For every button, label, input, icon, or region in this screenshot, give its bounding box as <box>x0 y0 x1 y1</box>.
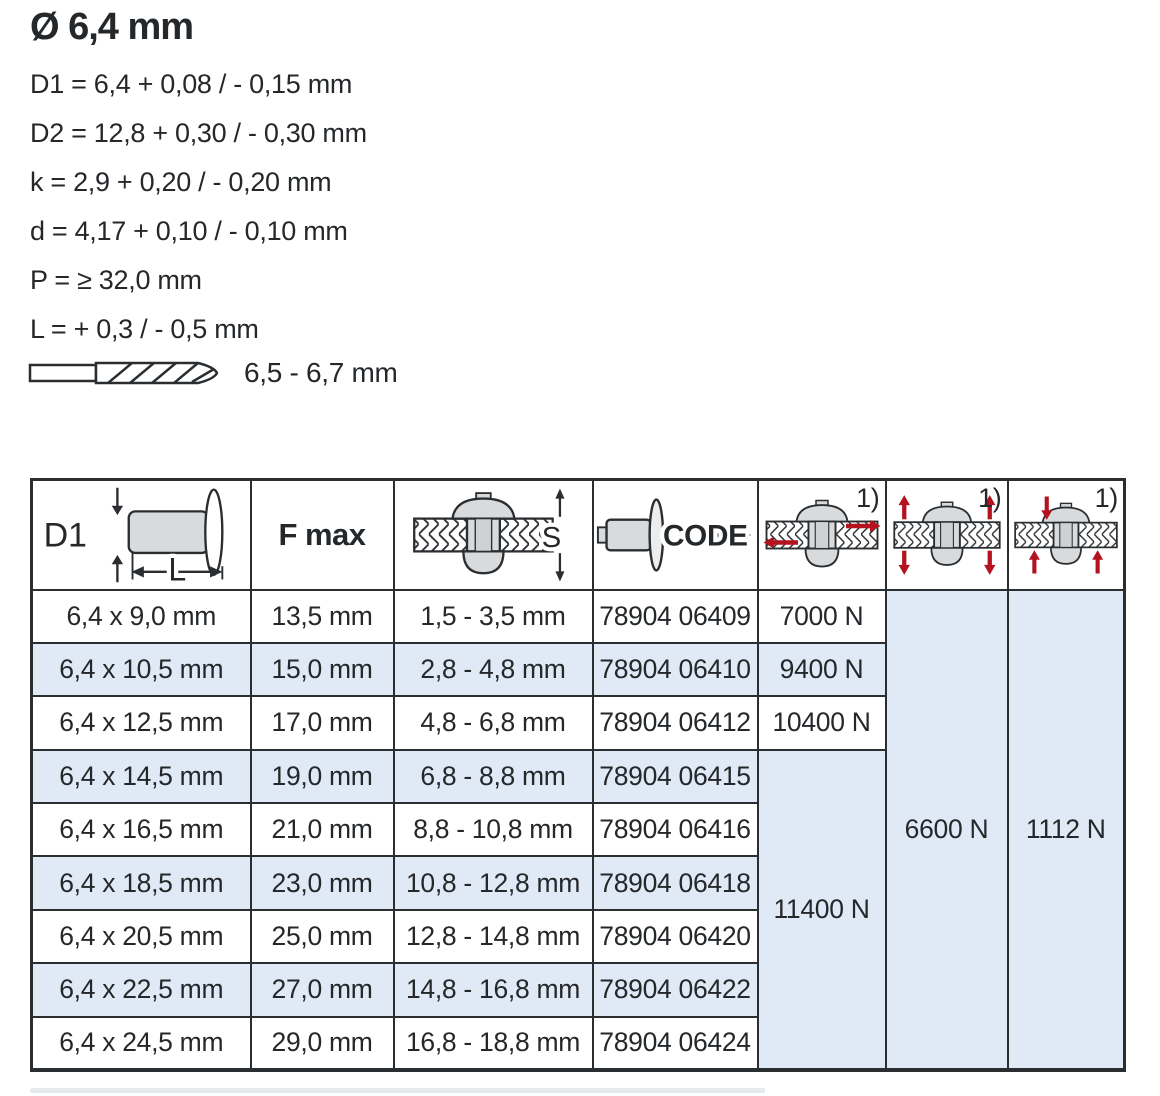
cell-f-max: 25,0 mm <box>249 908 395 965</box>
drill-hole-spec: 6,5 - 6,7 mm <box>28 356 398 390</box>
cell-f-max: 17,0 mm <box>249 695 395 751</box>
table-row: 6,4 x 18,5 mm 23,0 mm 10,8 - 12,8 mm 789… <box>30 855 1125 911</box>
footnote-marker: 1) <box>1094 483 1119 513</box>
shear-strength-icon <box>763 499 880 568</box>
dim-d1-label: D1 <box>43 516 86 554</box>
code-label: CODE <box>663 519 748 552</box>
cell-f-max: 15,0 mm <box>249 641 395 698</box>
cell-size: 6,4 x 14,5 mm <box>30 748 252 805</box>
page-title: Ø 6,4 mm <box>30 6 194 48</box>
table-row: 6,4 x 20,5 mm 25,0 mm 12,8 - 14,8 mm 789… <box>30 908 1125 965</box>
cell-shear: 7000 N <box>756 588 887 644</box>
cell-size: 6,4 x 18,5 mm <box>30 855 252 911</box>
cell-code: 78904 06418 <box>591 855 759 911</box>
header-f-max: F max <box>249 478 395 591</box>
cell-size: 6,4 x 10,5 mm <box>30 641 252 698</box>
drill-bit-icon <box>28 361 219 385</box>
cell-grip: 12,8 - 14,8 mm <box>392 908 594 965</box>
rivet-dimension-icon: D1 L <box>39 487 224 587</box>
cell-code: 78904 06424 <box>591 1015 759 1072</box>
table-row: 6,4 x 12,5 mm 17,0 mm 4,8 - 6,8 mm 78904… <box>30 695 1125 751</box>
table-row: 6,4 x 14,5 mm 19,0 mm 6,8 - 8,8 mm 78904… <box>30 748 1125 1072</box>
cell-size: 6,4 x 24,5 mm <box>30 1015 252 1072</box>
cell-grip: 6,8 - 8,8 mm <box>392 748 594 805</box>
cell-grip: 10,8 - 12,8 mm <box>392 855 594 911</box>
cell-f-max: 13,5 mm <box>249 588 395 644</box>
cell-f-max: 21,0 mm <box>249 802 395 858</box>
tensile-strength-icon <box>892 494 1001 575</box>
cell-f-max: 19,0 mm <box>249 748 395 805</box>
cell-f-max: 29,0 mm <box>249 1015 395 1072</box>
table-row: 6,4 x 9,0 mm 13,5 mm 1,5 - 3,5 mm 78904 … <box>30 588 1126 1072</box>
dim-l-label: L <box>168 551 186 587</box>
table-row: 6,4 x 16,5 mm 21,0 mm 8,8 - 10,8 mm 7890… <box>30 802 1125 858</box>
spec-d1: D1 = 6,4 + 0,08 / - 0,15 mm <box>30 69 353 99</box>
head-pull-strength-icon <box>1014 496 1118 574</box>
cell-grip: 16,8 - 18,8 mm <box>392 1015 594 1072</box>
table-header-row: D1 L F max <box>30 478 1126 591</box>
cell-code: 78904 06412 <box>591 695 759 751</box>
footnote-marker: 1) <box>978 483 1002 513</box>
table-row: 6,4 x 22,5 mm 27,0 mm 14,8 - 16,8 mm 789… <box>30 962 1125 1018</box>
header-tensile-strength: 1) <box>884 478 1009 591</box>
grip-thickness-icon: S <box>413 488 565 582</box>
cell-shear-merged: 11400 N <box>756 748 887 1072</box>
spec-l: L = + 0,3 / - 0,5 mm <box>30 314 259 344</box>
cell-grip: 4,8 - 6,8 mm <box>392 695 594 751</box>
cell-size: 6,4 x 12,5 mm <box>30 695 252 751</box>
cell-f-max: 23,0 mm <box>249 855 395 911</box>
cell-code: 78904 06410 <box>591 641 759 698</box>
cell-code: 78904 06416 <box>591 802 759 858</box>
header-order-code: CODE <box>591 478 759 591</box>
cell-code: 78904 06420 <box>591 908 759 965</box>
order-code-icon: CODE <box>596 498 752 572</box>
cell-head-pull-merged: 1112 N <box>1006 588 1126 1072</box>
cell-f-max: 27,0 mm <box>249 962 395 1018</box>
cell-grip: 1,5 - 3,5 mm <box>392 588 594 644</box>
spec-list: D1 = 6,4 + 0,08 / - 0,15 mm D2 = 12,8 + … <box>30 60 367 354</box>
cell-shear: 10400 N <box>756 695 887 751</box>
rivet-spec-table: D1 L F max <box>30 478 1126 1073</box>
header-head-pull-strength: 1) <box>1006 478 1126 591</box>
cell-size: 6,4 x 16,5 mm <box>30 802 252 858</box>
header-shear-strength: 1) <box>756 478 887 591</box>
cell-size: 6,4 x 9,0 mm <box>30 588 252 644</box>
table-row: 6,4 x 10,5 mm 15,0 mm 2,8 - 4,8 mm 78904… <box>30 641 1125 698</box>
spec-k: k = 2,9 + 0,20 / - 0,20 mm <box>30 167 332 197</box>
cell-code: 78904 06422 <box>591 962 759 1018</box>
spec-d2: D2 = 12,8 + 0,30 / - 0,30 mm <box>30 118 367 148</box>
f-max-label: F max <box>278 516 366 552</box>
cell-code: 78904 06409 <box>591 588 759 644</box>
cell-tensile-merged: 6600 N <box>884 588 1009 1072</box>
cell-grip: 8,8 - 10,8 mm <box>392 802 594 858</box>
next-section-edge <box>30 1088 765 1093</box>
cell-size: 6,4 x 22,5 mm <box>30 962 252 1018</box>
spec-p: P = ≥ 32,0 mm <box>30 265 202 295</box>
cell-grip: 2,8 - 4,8 mm <box>392 641 594 698</box>
spec-d: d = 4,17 + 0,10 / - 0,10 mm <box>30 216 348 246</box>
header-rivet-dimensions: D1 L <box>30 478 252 591</box>
footnote-marker: 1) <box>856 483 880 513</box>
cell-grip: 14,8 - 16,8 mm <box>392 962 594 1018</box>
cell-shear: 9400 N <box>756 641 887 698</box>
grip-s-label: S <box>542 522 561 554</box>
header-grip-range: S <box>392 478 594 591</box>
drill-hole-range: 6,5 - 6,7 mm <box>244 357 398 388</box>
table-row: 6,4 x 24,5 mm 29,0 mm 16,8 - 18,8 mm 789… <box>30 1015 1125 1072</box>
cell-size: 6,4 x 20,5 mm <box>30 908 252 965</box>
cell-code: 78904 06415 <box>591 748 759 805</box>
